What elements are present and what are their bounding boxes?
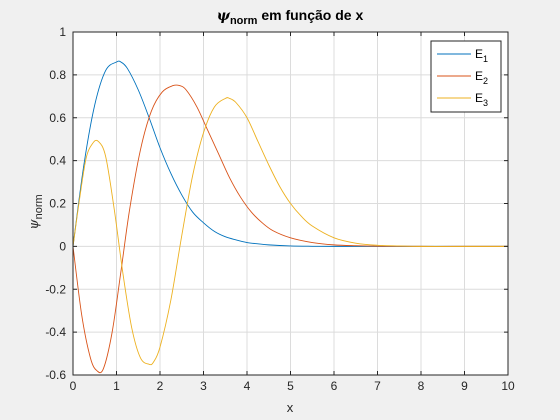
y-tick-label: 0 — [59, 239, 66, 253]
x-tick-label: 8 — [418, 379, 425, 393]
y-tick-label: -0.6 — [45, 368, 66, 382]
title-rest: em função de x — [257, 7, 363, 23]
x-tick-label: 3 — [200, 379, 207, 393]
ylabel-subscript: norm — [33, 194, 45, 219]
y-tick-label: 0.2 — [49, 197, 66, 211]
legend-name: E — [475, 47, 483, 61]
x-tick-label: 6 — [331, 379, 338, 393]
legend-subscript: 3 — [483, 98, 488, 108]
legend-label-e1: E1 — [475, 47, 488, 64]
y-tick-label: 0.6 — [49, 111, 66, 125]
y-tick-label: 0.8 — [49, 68, 66, 82]
y-tick-label: 1 — [59, 25, 66, 39]
legend-subscript: 2 — [483, 76, 488, 86]
legend-subscript: 1 — [483, 54, 488, 64]
ticks: 0 1 2 3 4 5 6 7 8 9 10 -0.6 -0.4 -0.2 0 0.2 0.4 0.6 0.8 1 — [45, 25, 515, 393]
series-line-e2 — [72, 84, 508, 374]
ylabel-psi: ψ — [27, 219, 42, 230]
plot-lines — [72, 60, 508, 374]
series-line-e3 — [72, 97, 508, 366]
chart-title: ψnorm em função de x — [217, 7, 364, 27]
x-axis-label: x — [287, 400, 294, 415]
title-subscript: norm — [230, 15, 258, 27]
y-tick-label: -0.4 — [45, 325, 66, 339]
y-axis-label: ψnorm — [27, 194, 45, 229]
legend-name: E — [475, 91, 483, 105]
x-tick-label: 7 — [374, 379, 381, 393]
y-tick-label: -0.2 — [45, 282, 66, 296]
legend-name: E — [475, 69, 483, 83]
x-tick-label: 4 — [244, 379, 251, 393]
x-tick-label: 1 — [113, 379, 120, 393]
series-line-e1 — [72, 60, 508, 247]
legend-label-e3: E3 — [475, 91, 488, 108]
x-tick-label: 10 — [501, 379, 515, 393]
x-tick-label: 0 — [70, 379, 77, 393]
title-psi: ψ — [217, 8, 231, 24]
x-tick-label: 2 — [157, 379, 164, 393]
x-tick-label: 5 — [287, 379, 294, 393]
legend-label-e2: E2 — [475, 69, 488, 86]
x-tick-label: 9 — [461, 379, 468, 393]
y-tick-label: 0.4 — [49, 154, 66, 168]
